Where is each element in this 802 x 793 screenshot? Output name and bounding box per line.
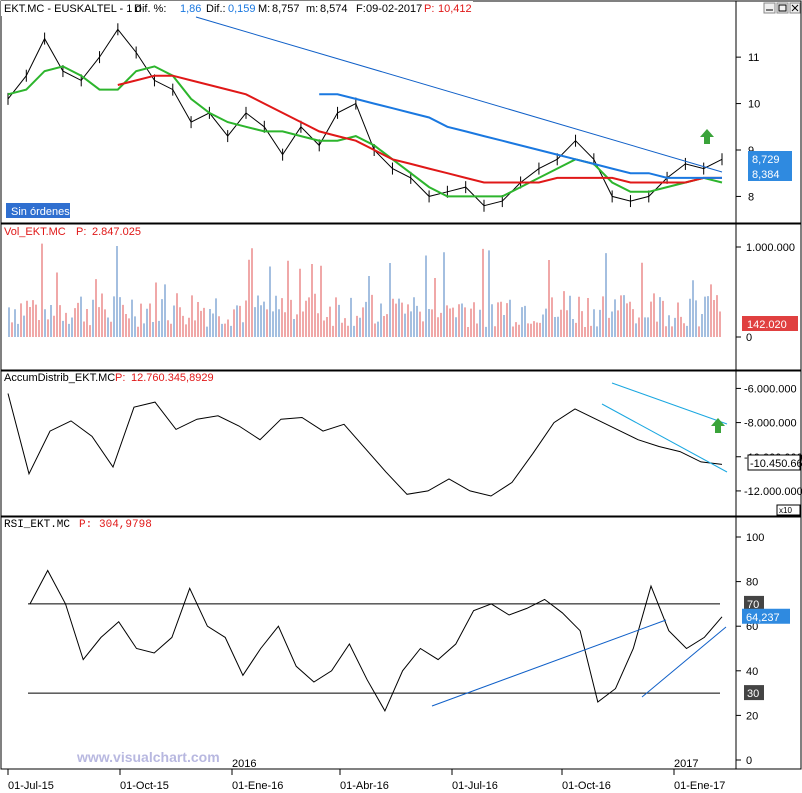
up-arrow-icon [711,418,725,433]
rsi-level-label: 30 [747,688,759,700]
x-tick-label: 01-Jul-16 [452,780,498,792]
header-min-label: m: [306,3,318,15]
accumdistrib-subtitle-label: P: [115,372,125,384]
rsi-y-tick-label: 80 [746,577,758,589]
minimize-button[interactable] [763,2,776,14]
orders-badge-label: Sin órdenes [11,206,70,218]
rsi-level-label: 70 [747,599,759,611]
header-max-label: M: [258,3,270,15]
rsi-y-tick-label: 60 [746,621,758,633]
volume-panel[interactable] [0,223,802,371]
x-tick-label: 01-Jul-15 [8,780,54,792]
header-dif-pct-label: Dif. %: [134,3,166,15]
accumdistrib-panel[interactable] [0,370,802,517]
price-panel[interactable] [0,0,802,224]
accum-line [7,393,723,497]
volume-subtitle-label: P: [76,226,86,238]
accum-last-label: -10.450.66 [750,458,802,470]
header-dif-value: 0,159 [228,3,256,15]
rsi-last-badge [742,608,790,624]
price-y-tick-label: 8 [748,191,754,203]
rsi-y-tick-label: 100 [746,532,764,544]
price-last-label: 8,729 [752,154,780,166]
volume-last-label: 142.020 [747,319,787,331]
rsi-y-tick-label: 0 [746,755,752,767]
scale-note: x10 [779,506,792,515]
accum-y-tick-label: -12.000.000 [744,486,802,498]
header-min-value: 8,574 [320,3,348,15]
accum-last-badge [747,454,801,471]
header-date-label: F: [356,3,366,15]
close-button[interactable] [789,2,801,14]
header-dif-label: Dif.: [206,3,226,15]
header-pos-label: P: [424,3,434,15]
volume-subtitle-value: 2.847.025 [92,226,141,238]
ma-red-line [117,74,722,184]
ma-last-badge [748,166,792,181]
price-trendline[interactable] [195,16,723,173]
accum-y-tick-label: -8.000.000 [744,418,797,430]
header-bg [1,1,473,16]
volume-y-tick-label: 1.000.000 [746,242,795,254]
rsi-level-badge [744,685,764,701]
up-arrow-icon [700,129,714,144]
rsi-y-tick-label: 40 [746,666,758,678]
x-tick-label: 01-Ene-16 [232,780,283,792]
volume-title: Vol_EKT.MC [4,226,66,238]
x-tick-label: 01-Oct-16 [562,780,611,792]
x-tick-label: 01-Ene-17 [674,780,725,792]
header-date-value: 09-02-2017 [366,3,422,15]
x-tick-label: 01-Abr-16 [340,780,389,792]
volume-y-tick-label: 0 [746,332,752,344]
header-pos-value: 10,412 [438,3,472,15]
maximize-button[interactable] [776,2,789,14]
rsi-y-tick-label: 20 [746,710,758,722]
rsi-level-badge [744,595,764,611]
watermark: www.visualchart.com [76,749,220,765]
rsi-line [29,569,723,713]
price-y-tick-label: 10 [748,99,760,111]
year-label-2016: 2016 [232,758,256,770]
rsi-title: RSI_EKT.MC [4,519,70,531]
rsi-subtitle-label: P: [79,519,92,531]
scale-note-box [776,504,801,516]
header-dif-pct-value: 1,86 [180,3,201,15]
ma-green-line [7,65,723,198]
price-last-badge [748,151,792,166]
accumdistrib-subtitle-value: 12.760.345,8929 [131,372,214,384]
rsi-subtitle-value: 304,9798 [99,519,152,531]
header-max-value: 8,757 [272,3,300,15]
rsi-last-label: 64,237 [746,612,780,624]
orders-badge[interactable]: Sin órdenes [6,203,70,218]
ma-last-label: 8,384 [752,169,780,181]
ma-blue-line [319,93,722,179]
rsi-trendline[interactable] [641,626,727,698]
volume-last-badge [742,316,798,331]
rsi-panel[interactable] [0,516,802,770]
x-tick-label: 01-Oct-15 [120,780,169,792]
accum-channel-top[interactable] [611,382,728,425]
accum-channel-bottom[interactable] [601,403,728,473]
accumdistrib-title: AccumDistrib_EKT.MC [4,372,115,384]
accum-y-tick-label: -6.000.000 [744,383,797,395]
year-label-2017: 2017 [674,758,698,770]
header-symbol: EKT.MC - EUSKALTEL - 1 d [4,3,142,15]
price-y-tick-label: 11 [748,52,759,64]
rsi-trendline[interactable] [431,619,667,707]
